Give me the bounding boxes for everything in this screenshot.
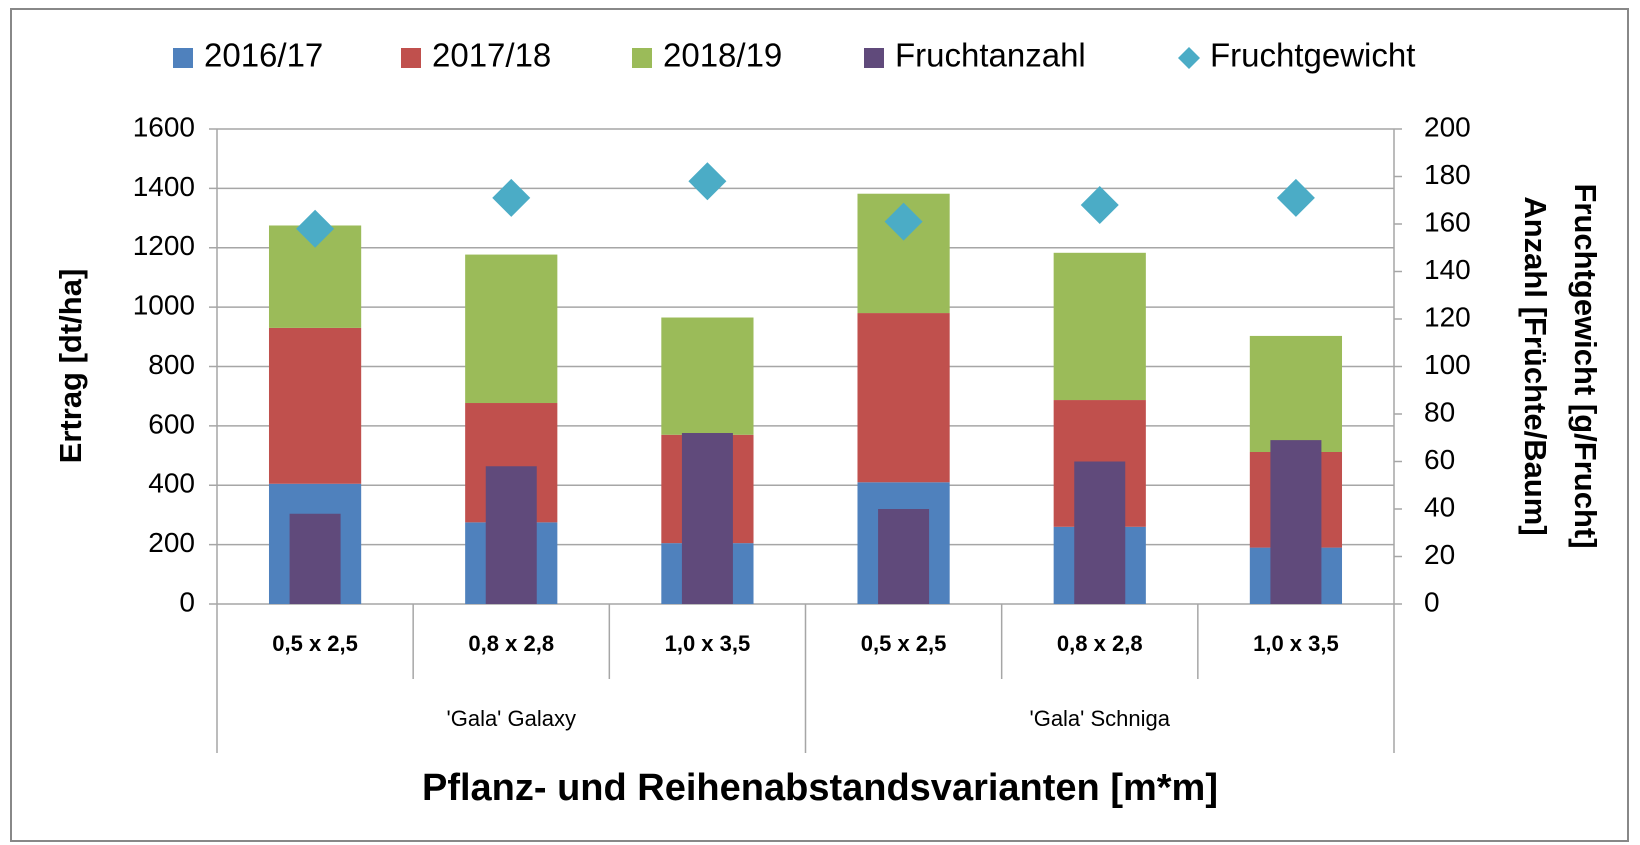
y2-tick-label: 80 xyxy=(1424,396,1455,427)
chart-border xyxy=(10,8,1629,842)
x-tick-label: 0,5 x 2,5 xyxy=(272,631,358,656)
bar-segment xyxy=(1249,335,1343,452)
legend-label: 2018/19 xyxy=(663,37,782,74)
y2-tick-label: 180 xyxy=(1424,159,1471,190)
y2-tick-label: 160 xyxy=(1424,206,1471,237)
y-tick-label: 0 xyxy=(179,586,195,617)
bar-segment xyxy=(465,254,558,404)
y2-tick-label: 200 xyxy=(1424,111,1471,142)
y2-tick-label: 140 xyxy=(1424,254,1471,285)
y2-tick-label: 100 xyxy=(1424,349,1471,380)
legend-swatch xyxy=(1178,47,1200,69)
legend-swatch xyxy=(173,48,193,68)
group-label: 'Gala' Schniga xyxy=(1030,706,1171,731)
y2-tick-label: 120 xyxy=(1424,301,1471,332)
y2-tick-label: 40 xyxy=(1424,491,1455,522)
bar xyxy=(681,433,733,604)
marker xyxy=(492,178,531,217)
y2-axis-title: Anzahl [Früchte/Baum] xyxy=(1518,196,1553,535)
x-tick-label: 0,8 x 2,8 xyxy=(1057,631,1143,656)
bar-segment xyxy=(857,313,950,483)
group-label: 'Gala' Galaxy xyxy=(447,706,576,731)
marker xyxy=(884,202,923,241)
legend-label: Fruchtgewicht xyxy=(1210,37,1415,74)
x-axis-title: Pflanz- und Reihenabstandsvarianten [m*m… xyxy=(422,767,1218,809)
bar xyxy=(485,466,537,604)
x-tick-label: 1,0 x 3,5 xyxy=(1253,631,1339,656)
y-axis-title: Ertrag [dt/ha] xyxy=(53,269,88,464)
marker xyxy=(1080,186,1119,224)
y2-tick-label: 60 xyxy=(1424,444,1455,475)
bar-segment xyxy=(1053,252,1146,401)
y-tick-label: 600 xyxy=(148,408,195,439)
y-tick-label: 1600 xyxy=(133,111,195,142)
bar xyxy=(878,509,930,604)
bar xyxy=(1270,440,1322,604)
legend-label: 2016/17 xyxy=(204,37,323,74)
y-tick-label: 1400 xyxy=(133,171,195,202)
x-tick-label: 1,0 x 3,5 xyxy=(665,631,751,656)
legend-swatch xyxy=(864,48,884,68)
marker xyxy=(296,209,335,248)
y-tick-label: 1000 xyxy=(133,290,195,321)
y-tick-label: 1200 xyxy=(133,230,195,261)
x-tick-label: 0,5 x 2,5 xyxy=(861,631,947,656)
bar-segment xyxy=(661,317,754,435)
y-tick-label: 200 xyxy=(148,527,195,558)
marker xyxy=(688,162,727,201)
legend-swatch xyxy=(632,48,652,68)
bar xyxy=(1074,461,1126,604)
bar xyxy=(289,513,341,604)
y2-tick-label: 20 xyxy=(1424,539,1455,570)
legend-label: 2017/18 xyxy=(432,37,551,74)
y-tick-label: 400 xyxy=(148,468,195,499)
y2-axis-title: Fruchtgewicht [g/Frucht] xyxy=(1568,183,1603,548)
bar-segment xyxy=(268,327,362,484)
x-tick-label: 0,8 x 2,8 xyxy=(468,631,554,656)
y-tick-label: 800 xyxy=(148,349,195,380)
y2-tick-label: 0 xyxy=(1424,586,1440,617)
marker xyxy=(1276,178,1315,217)
legend-label: Fruchtanzahl xyxy=(895,37,1086,74)
legend-swatch xyxy=(401,48,421,68)
